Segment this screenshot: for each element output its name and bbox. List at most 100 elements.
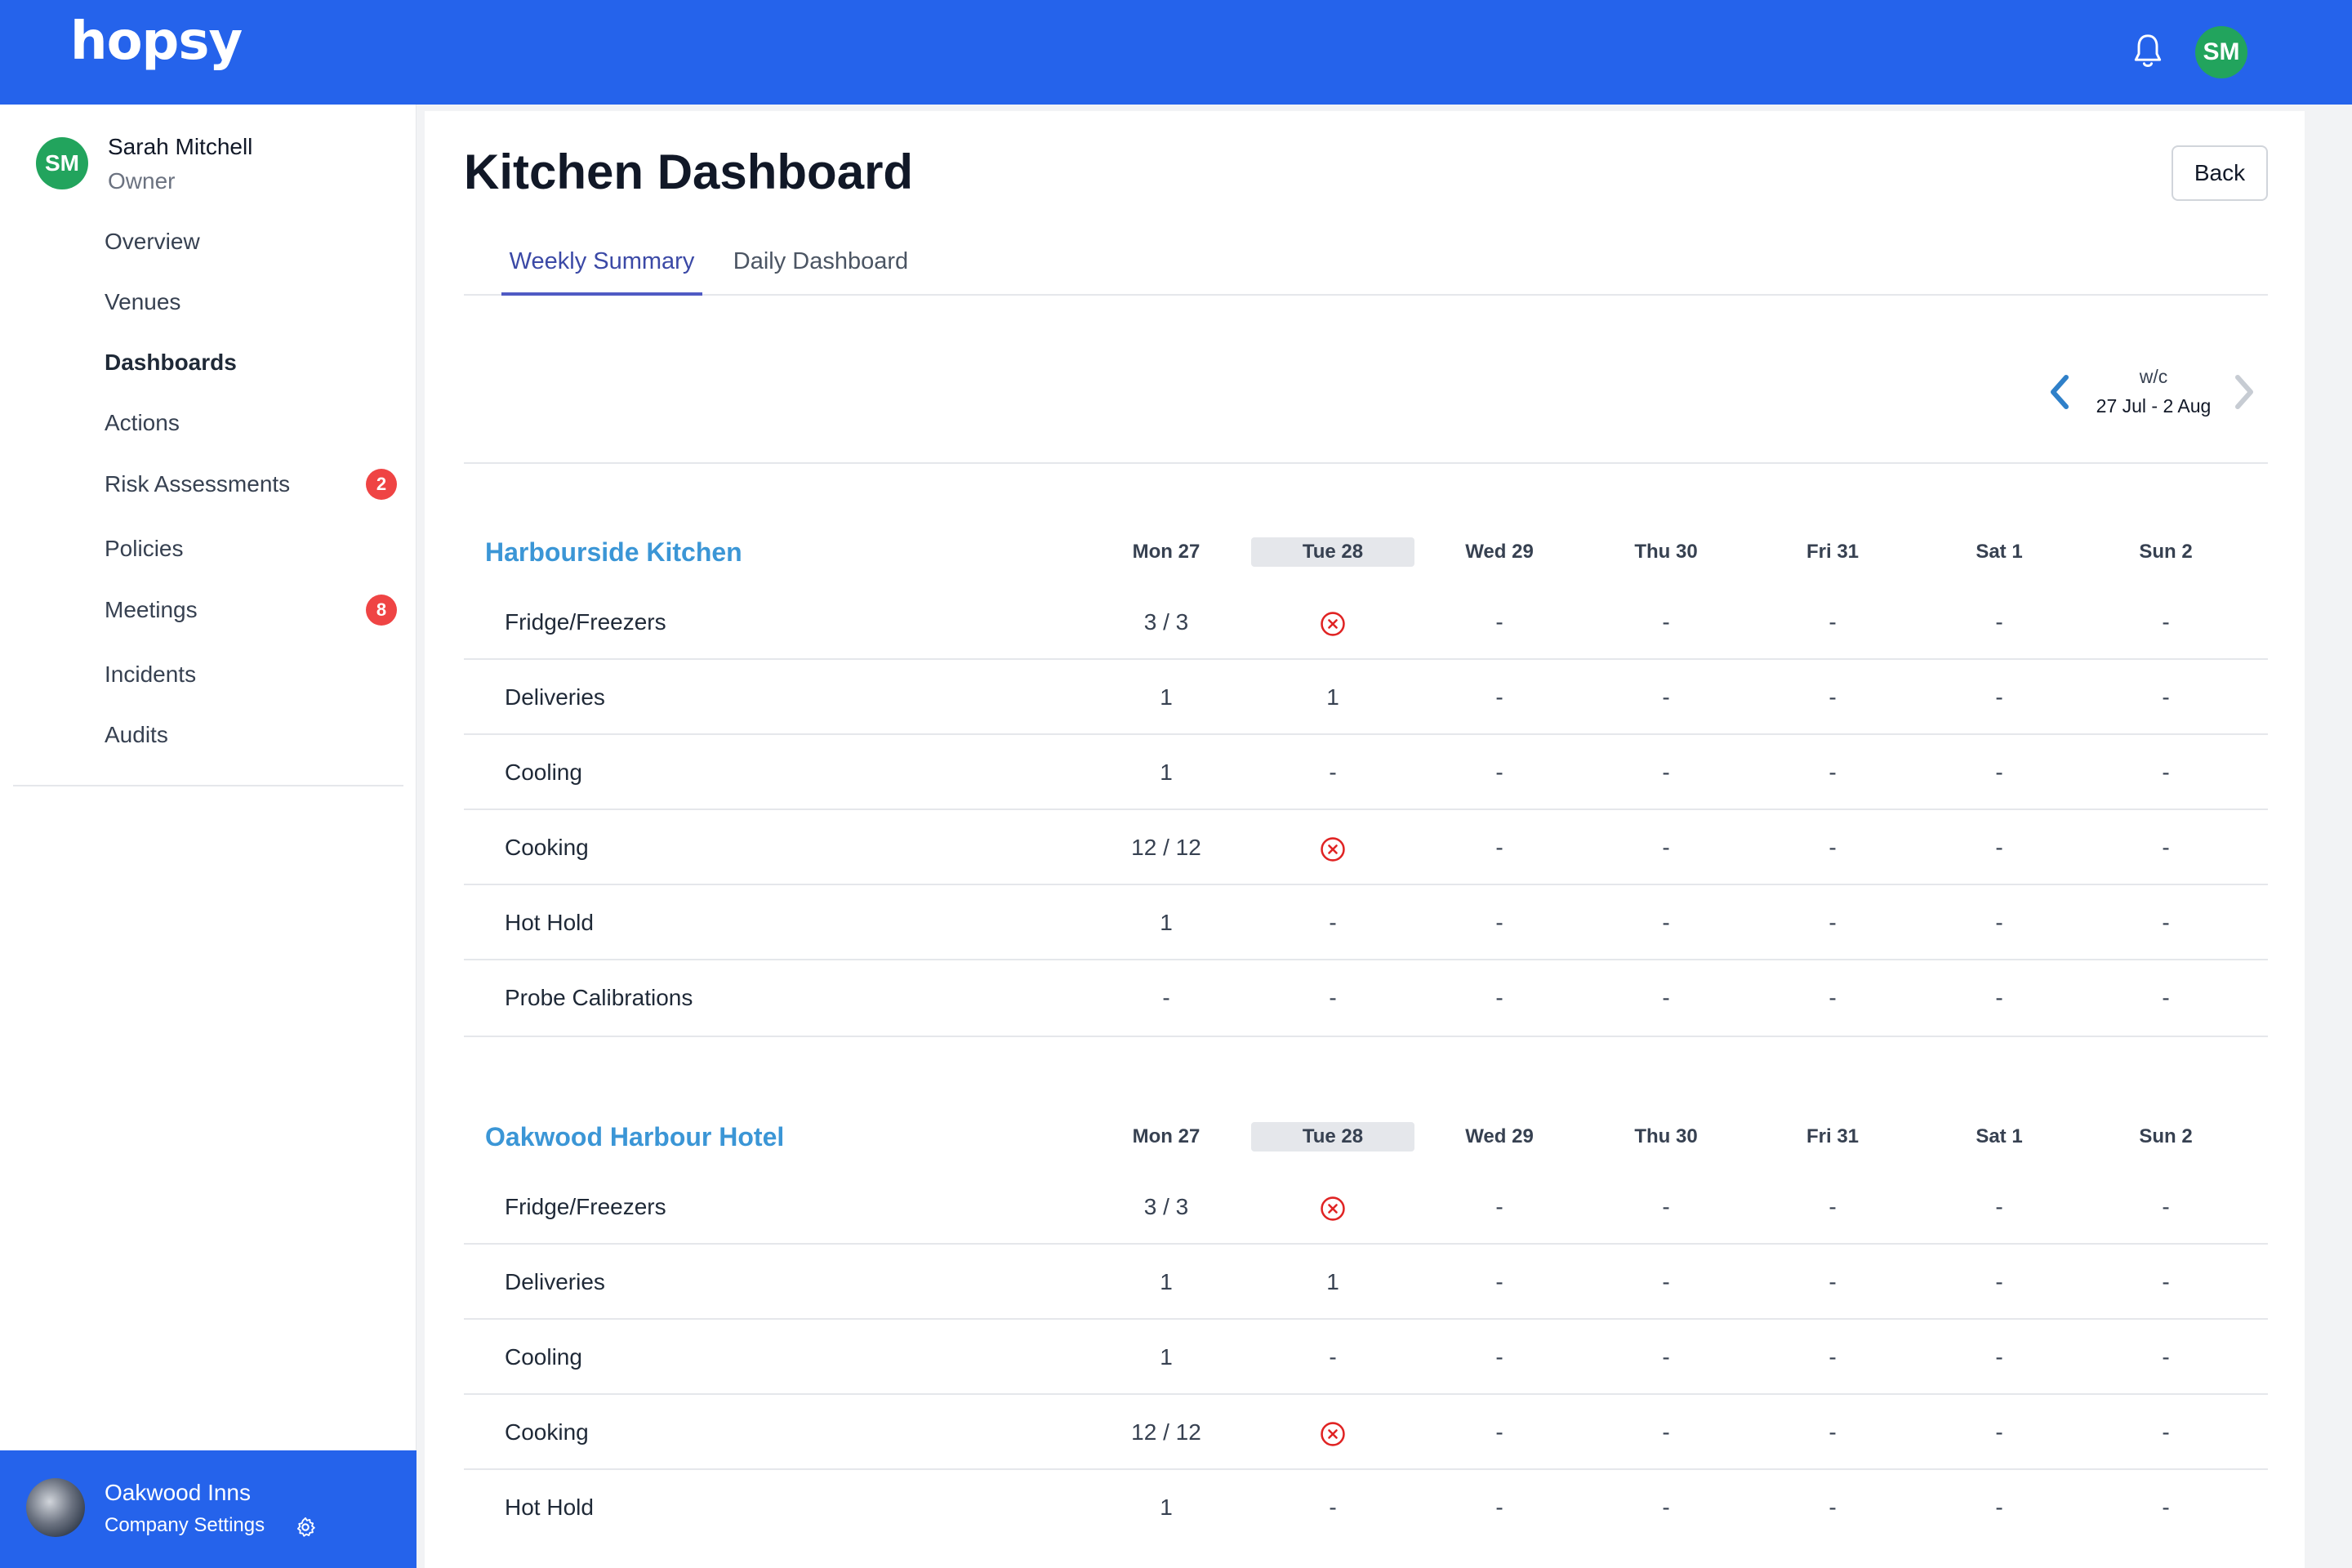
value-cell: - <box>1662 910 1670 935</box>
table-row: Fridge/Freezers 3 / 3 - - - - - <box>464 585 2268 660</box>
value-cell: - <box>1829 760 1837 785</box>
day-column-header: Thu 30 <box>1634 1125 1698 1147</box>
value-cell: - <box>2162 1194 2170 1219</box>
sidebar-item-label: Risk Assessments <box>105 471 291 497</box>
sidebar-item-policies[interactable]: Policies <box>105 528 407 569</box>
value-cell: - <box>1829 1344 1837 1370</box>
check-type-label[interactable]: Cooling <box>505 760 582 785</box>
hopsy-logo[interactable]: hopsy <box>70 11 243 72</box>
value-cell: - <box>1495 1344 1503 1370</box>
gear-icon[interactable] <box>294 1516 317 1539</box>
sidebar-item-meetings[interactable]: Meetings 8 <box>105 590 407 630</box>
venue-name-link[interactable]: Harbourside Kitchen <box>485 537 742 567</box>
day-column-header: Wed 29 <box>1465 541 1534 563</box>
value-cell: - <box>1662 1344 1670 1370</box>
table-row: Cooling 1 - - - - - - <box>464 735 2268 810</box>
value-cell: - <box>1329 985 1337 1010</box>
value-cell: - <box>1495 1269 1503 1294</box>
value-cell: - <box>1495 684 1503 710</box>
error-x-icon <box>1321 1196 1345 1221</box>
check-type-label[interactable]: Deliveries <box>505 684 605 710</box>
value-cell: - <box>1329 910 1337 935</box>
sidebar-item-label: Venues <box>105 289 181 314</box>
value-cell: - <box>2162 609 2170 635</box>
value-cell: - <box>2162 1419 2170 1445</box>
error-cell[interactable] <box>1251 585 1414 660</box>
value-cell: - <box>1995 1344 2003 1370</box>
value-cell[interactable]: 12 / 12 <box>1131 1419 1201 1445</box>
week-divider <box>464 462 2268 464</box>
value-cell[interactable]: 1 <box>1326 1269 1339 1294</box>
value-cell[interactable]: 12 / 12 <box>1131 835 1201 860</box>
error-cell[interactable] <box>1251 810 1414 885</box>
sidebar-item-label: Meetings <box>105 597 198 622</box>
check-type-label[interactable]: Hot Hold <box>505 1494 594 1520</box>
value-cell[interactable]: 1 <box>1160 1269 1173 1294</box>
main-content: Kitchen Dashboard Back Weekly Summary Da… <box>425 111 2305 1568</box>
value-cell: - <box>1829 1269 1837 1294</box>
venue-table: Harbourside Kitchen Mon 27 Tue 28 Wed 29 Thu… <box>464 528 2268 1037</box>
table-row: Hot Hold 1 - - - - - - <box>464 885 2268 960</box>
value-cell[interactable]: 1 <box>1160 910 1173 935</box>
value-cell: - <box>1995 684 2003 710</box>
company-settings-link[interactable]: Company Settings <box>105 1514 265 1536</box>
sidebar-item-overview[interactable]: Overview <box>105 221 407 262</box>
value-cell: - <box>1495 910 1503 935</box>
sidebar-item-incidents[interactable]: Incidents <box>105 654 407 695</box>
error-cell[interactable] <box>1251 1169 1414 1245</box>
sidebar-item-label: Incidents <box>105 662 197 687</box>
venue-table: Oakwood Harbour Hotel Mon 27 Tue 28 Wed 29 T… <box>464 1112 2268 1545</box>
check-type-label[interactable]: Fridge/Freezers <box>505 1194 666 1219</box>
value-cell: - <box>1829 1419 1837 1445</box>
value-cell[interactable]: 1 <box>1326 684 1339 710</box>
value-cell[interactable]: 3 / 3 <box>1143 1194 1189 1219</box>
venue-divider <box>464 1036 2268 1037</box>
value-cell: - <box>1829 1194 1837 1219</box>
venue-name-link[interactable]: Oakwood Harbour Hotel <box>485 1122 785 1152</box>
chevron-right-icon[interactable] <box>2230 372 2259 412</box>
value-cell: - <box>2162 1494 2170 1520</box>
check-type-label[interactable]: Cooking <box>505 835 589 860</box>
back-button[interactable]: Back <box>2172 145 2268 201</box>
table-row: Probe Calibrations - - - - - - - <box>464 960 2268 1036</box>
sidebar-item-actions[interactable]: Actions <box>105 403 407 443</box>
bell-icon[interactable] <box>2130 33 2166 72</box>
value-cell[interactable]: 1 <box>1160 1344 1173 1370</box>
check-type-label[interactable]: Probe Calibrations <box>505 985 693 1010</box>
table-row: Cooking 12 / 12 - - - - - <box>464 1395 2268 1470</box>
sidebar-item-venues[interactable]: Venues <box>105 282 407 323</box>
check-type-label[interactable]: Cooking <box>505 1419 589 1445</box>
tab-daily-dashboard[interactable]: Daily Dashboard <box>733 248 909 274</box>
value-cell: - <box>1662 1494 1670 1520</box>
value-cell: - <box>1495 1494 1503 1520</box>
day-column-header: Tue 28 <box>1251 537 1414 567</box>
tab-weekly-summary[interactable]: Weekly Summary <box>501 230 702 296</box>
chevron-left-icon[interactable] <box>2045 372 2074 412</box>
sidebar-item-dashboards[interactable]: Dashboards <box>105 342 407 383</box>
check-type-label[interactable]: Cooling <box>505 1344 582 1370</box>
sidebar-item-label: Overview <box>105 229 200 254</box>
dashboard-tabs: Weekly Summary Daily Dashboard <box>464 230 2268 296</box>
value-cell: - <box>1995 1194 2003 1219</box>
check-type-label[interactable]: Hot Hold <box>505 910 594 935</box>
sidebar-item-audits[interactable]: Audits <box>105 715 407 755</box>
value-cell[interactable]: 3 / 3 <box>1143 609 1189 635</box>
error-cell[interactable] <box>1251 1395 1414 1470</box>
value-cell[interactable]: 1 <box>1160 760 1173 785</box>
check-type-label[interactable]: Deliveries <box>505 1269 605 1294</box>
sidebar: SM Sarah Mitchell Owner Overview Venues … <box>0 105 416 1568</box>
value-cell: - <box>1495 1419 1503 1445</box>
sidebar-item-risk-assessments[interactable]: Risk Assessments 2 <box>105 464 407 505</box>
value-cell: - <box>1995 760 2003 785</box>
value-cell: - <box>1495 835 1503 860</box>
user-avatar[interactable]: SM <box>2195 26 2247 78</box>
check-type-label[interactable]: Fridge/Freezers <box>505 609 666 635</box>
value-cell: - <box>1662 835 1670 860</box>
value-cell[interactable]: 1 <box>1160 1494 1173 1520</box>
day-column-header: Mon 27 <box>1132 541 1200 563</box>
company-panel[interactable]: Oakwood Inns Company Settings <box>0 1450 416 1568</box>
value-cell[interactable]: 1 <box>1160 684 1173 710</box>
sidebar-divider <box>13 785 403 786</box>
value-cell: - <box>1495 760 1503 785</box>
day-column-header: Tue 28 <box>1251 1122 1414 1152</box>
